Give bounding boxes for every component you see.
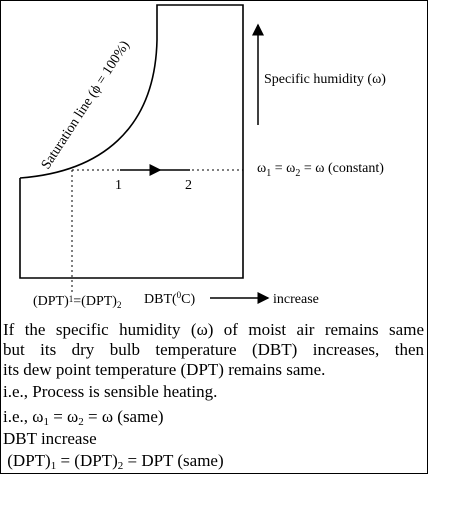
paragraph-line: its dew point temperature (DPT) remains … bbox=[3, 360, 326, 379]
omega-equation: ω1 = ω2 = ω (constant) bbox=[257, 161, 384, 179]
humidity-label: Specific humidity (ω) bbox=[264, 72, 386, 87]
dpt-label: (DPT)1=(DPT)2 bbox=[33, 294, 121, 310]
paragraph-line: If the specific humidity (ω) of moist ai… bbox=[3, 320, 424, 339]
dbt-line: DBT increase bbox=[3, 429, 97, 448]
paragraph-line: but its dry bulb temperature (DBT) incre… bbox=[3, 340, 424, 359]
chart-region bbox=[19, 4, 244, 279]
point-label: 2 bbox=[185, 178, 192, 193]
saturation-label: Saturation line (ϕ = 100%) bbox=[39, 38, 133, 172]
dbt-label: DBT(0C) bbox=[144, 290, 196, 307]
dpt-line: (DPT)1 = (DPT)2 = DPT (same) bbox=[3, 451, 224, 472]
frame bbox=[0, 0, 428, 474]
point-label: 1 bbox=[115, 178, 122, 193]
process-line: i.e., Process is sensible heating. bbox=[3, 382, 218, 401]
omega-line: i.e., ω1 = ω2 = ω (same) bbox=[3, 407, 164, 428]
increase-label: increase bbox=[273, 292, 319, 307]
